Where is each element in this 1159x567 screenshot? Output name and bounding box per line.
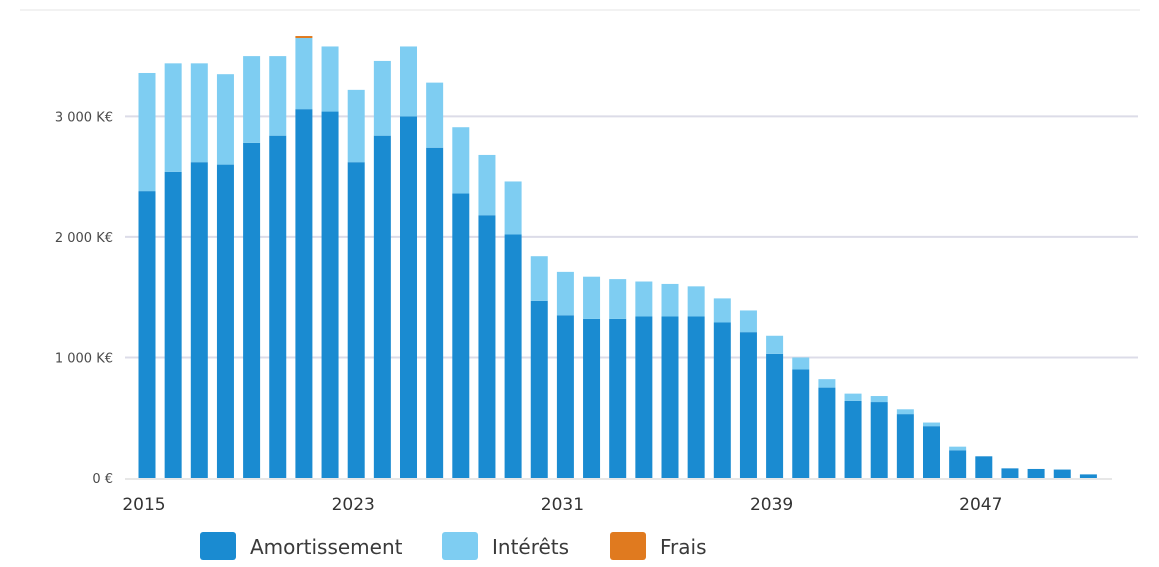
legend: Amortissement Intérêts Frais (200, 532, 707, 560)
bar-amortissement-2048 (1001, 468, 1019, 478)
bar-intrts-2037 (713, 298, 731, 323)
bar-intrts-2044 (896, 409, 914, 415)
bar-amortissement-2029 (504, 234, 522, 478)
bar-amortissement-2019 (243, 142, 261, 479)
bar-intrts-2022 (321, 46, 339, 112)
bar-amortissement-2020 (269, 135, 287, 479)
bar-amortissement-2024 (373, 135, 391, 479)
bar-amortissement-2018 (216, 164, 234, 478)
bar-amortissement-2017 (190, 162, 208, 478)
bar-amortissement-2042 (844, 400, 862, 478)
axes: 0 € 1 000 K€ 2 000 K€ 3 000 K€ 2015 2023 2031 2… (55, 110, 1112, 515)
bar-intrts-2045 (923, 422, 940, 427)
y-tick-label: 1 000 K€ (55, 351, 113, 366)
bar-intrts-2034 (635, 281, 653, 317)
bar-amortissement-2037 (713, 322, 731, 478)
y-tick-label: 2 000 K€ (55, 231, 113, 246)
bar-amortissement-2049 (1027, 468, 1045, 478)
gridlines (125, 115, 1138, 359)
bar-intrts-2018 (216, 74, 234, 165)
bar-intrts-2038 (739, 310, 757, 333)
bar-amortissement-2044 (896, 414, 914, 478)
bar-intrts-2019 (243, 56, 261, 143)
bar-amortissement-2032 (583, 318, 601, 478)
bars (138, 36, 1097, 479)
legend-label: Amortissement (250, 535, 403, 559)
bar-intrts-2027 (452, 127, 470, 194)
bar-amortissement-2035 (661, 316, 679, 478)
bar-amortissement-2036 (687, 316, 705, 478)
bar-amortissement-2031 (556, 315, 574, 478)
bar-intrts-2015 (138, 72, 156, 192)
bar-intrts-2032 (583, 276, 601, 319)
bar-amortissement-2034 (635, 316, 653, 478)
bar-amortissement-2033 (609, 318, 627, 478)
bar-intrts-2025 (400, 46, 417, 117)
bar-intrts-2033 (609, 279, 627, 319)
bar-amortissement-2039 (766, 353, 784, 478)
bar-intrts-2035 (661, 283, 679, 317)
bar-intrts-2023 (347, 89, 365, 163)
bar-intrts-2036 (687, 286, 705, 317)
legend-label: Intérêts (492, 535, 569, 559)
bar-amortissement-2026 (426, 147, 444, 478)
bar-intrts-2021 (295, 38, 313, 110)
bar-intrts-2041 (818, 379, 836, 388)
bar-amortissement-2023 (347, 162, 365, 478)
bar-intrts-2046 (949, 446, 967, 451)
bar-amortissement-2040 (792, 369, 810, 478)
bar-intrts-2020 (269, 56, 287, 136)
bar-amortissement-2045 (923, 426, 940, 478)
bar-amortissement-2027 (452, 193, 470, 478)
bar-amortissement-2030 (530, 300, 548, 478)
bar-amortissement-2047 (975, 456, 993, 478)
legend-swatch-intrts (442, 532, 478, 560)
bar-amortissement-2046 (949, 450, 967, 478)
bar-intrts-2026 (426, 82, 444, 148)
bar-intrts-2043 (870, 396, 888, 403)
legend-swatch-amortissement (200, 532, 236, 560)
bar-intrts-2039 (766, 335, 784, 354)
x-tick-label: 2023 (332, 495, 375, 515)
bar-amortissement-2051 (1079, 474, 1097, 478)
bar-amortissement-2022 (321, 111, 339, 478)
x-tick-label: 2031 (541, 495, 584, 515)
bar-intrts-2024 (373, 60, 391, 136)
y-tick-label: 0 € (92, 472, 113, 487)
bar-intrts-2017 (190, 63, 208, 163)
bar-amortissement-2028 (478, 215, 496, 478)
bar-amortissement-2021 (295, 109, 313, 479)
bar-intrts-2040 (792, 357, 810, 370)
x-tick-label: 2039 (750, 495, 793, 515)
bar-intrts-2016 (164, 63, 182, 172)
legend-swatch-frais (610, 532, 646, 560)
bar-frais-2021 (295, 36, 313, 39)
bar-amortissement-2050 (1053, 469, 1071, 478)
bar-amortissement-2016 (164, 171, 182, 478)
bar-intrts-2028 (478, 154, 496, 216)
bar-intrts-2029 (504, 181, 522, 235)
bar-amortissement-2041 (818, 387, 836, 478)
legend-label: Frais (660, 535, 707, 559)
bar-intrts-2030 (530, 256, 548, 301)
bar-amortissement-2015 (138, 191, 156, 478)
x-tick-label: 2015 (122, 495, 165, 515)
bar-amortissement-2043 (870, 402, 888, 478)
x-tick-label: 2047 (959, 495, 1002, 515)
bar-amortissement-2038 (739, 332, 757, 478)
bar-amortissement-2025 (400, 116, 417, 478)
bar-intrts-2031 (556, 271, 574, 316)
bar-intrts-2042 (844, 393, 862, 401)
y-tick-label: 3 000 K€ (55, 110, 113, 125)
